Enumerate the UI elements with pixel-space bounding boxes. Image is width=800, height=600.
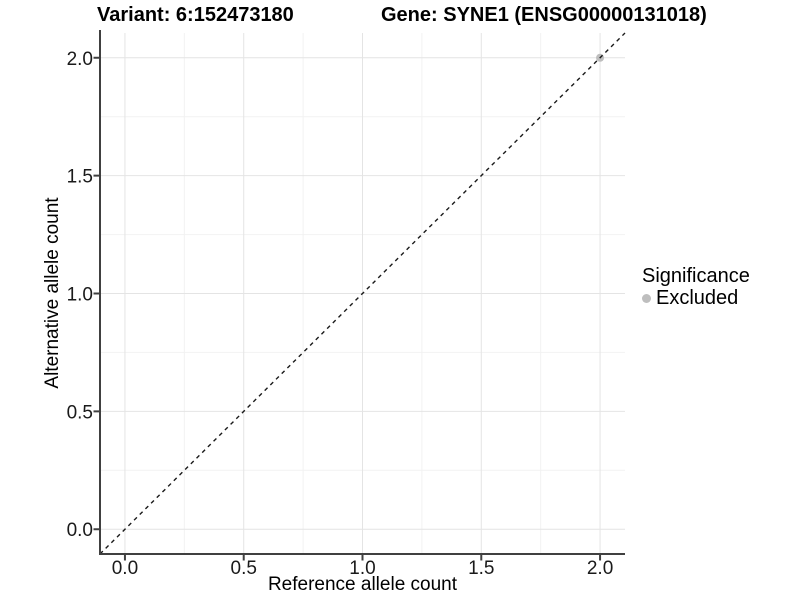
x-tick-label: 1.5 [468, 558, 494, 579]
identity-line-layer [99, 32, 626, 555]
axis-ticks [93, 56, 602, 561]
x-tick-label: 1.0 [349, 558, 375, 579]
y-tick-label: 1.0 [67, 285, 93, 306]
x-axis-title: Reference allele count [267, 574, 458, 595]
tick-labels: 0.0 0.5 1.0 1.5 2.0 0.0 0.5 1.0 1.5 2.0 [67, 49, 614, 579]
axes [99, 30, 625, 555]
gene-title: Gene: SYNE1 (ENSG00000131018) [381, 4, 707, 26]
legend-item-excluded: Excluded [642, 287, 750, 309]
x-tick-label: 0.0 [112, 558, 138, 579]
variant-title: Variant: 6:152473180 [97, 4, 294, 26]
legend-point-icon [642, 294, 651, 303]
y-tick-label: 0.0 [67, 520, 93, 541]
y-tick-label: 2.0 [67, 49, 93, 70]
legend-title: Significance [642, 265, 750, 287]
y-tick-label: 1.5 [67, 167, 93, 188]
x-tick-label: 0.5 [231, 558, 257, 579]
y-axis-title: Alternative allele count [42, 197, 63, 389]
legend-item-label: Excluded [656, 287, 739, 309]
identity-line [99, 32, 626, 555]
y-tick-label: 0.5 [67, 402, 93, 423]
x-tick-label: 2.0 [587, 558, 613, 579]
legend: Significance Excluded [642, 265, 750, 309]
